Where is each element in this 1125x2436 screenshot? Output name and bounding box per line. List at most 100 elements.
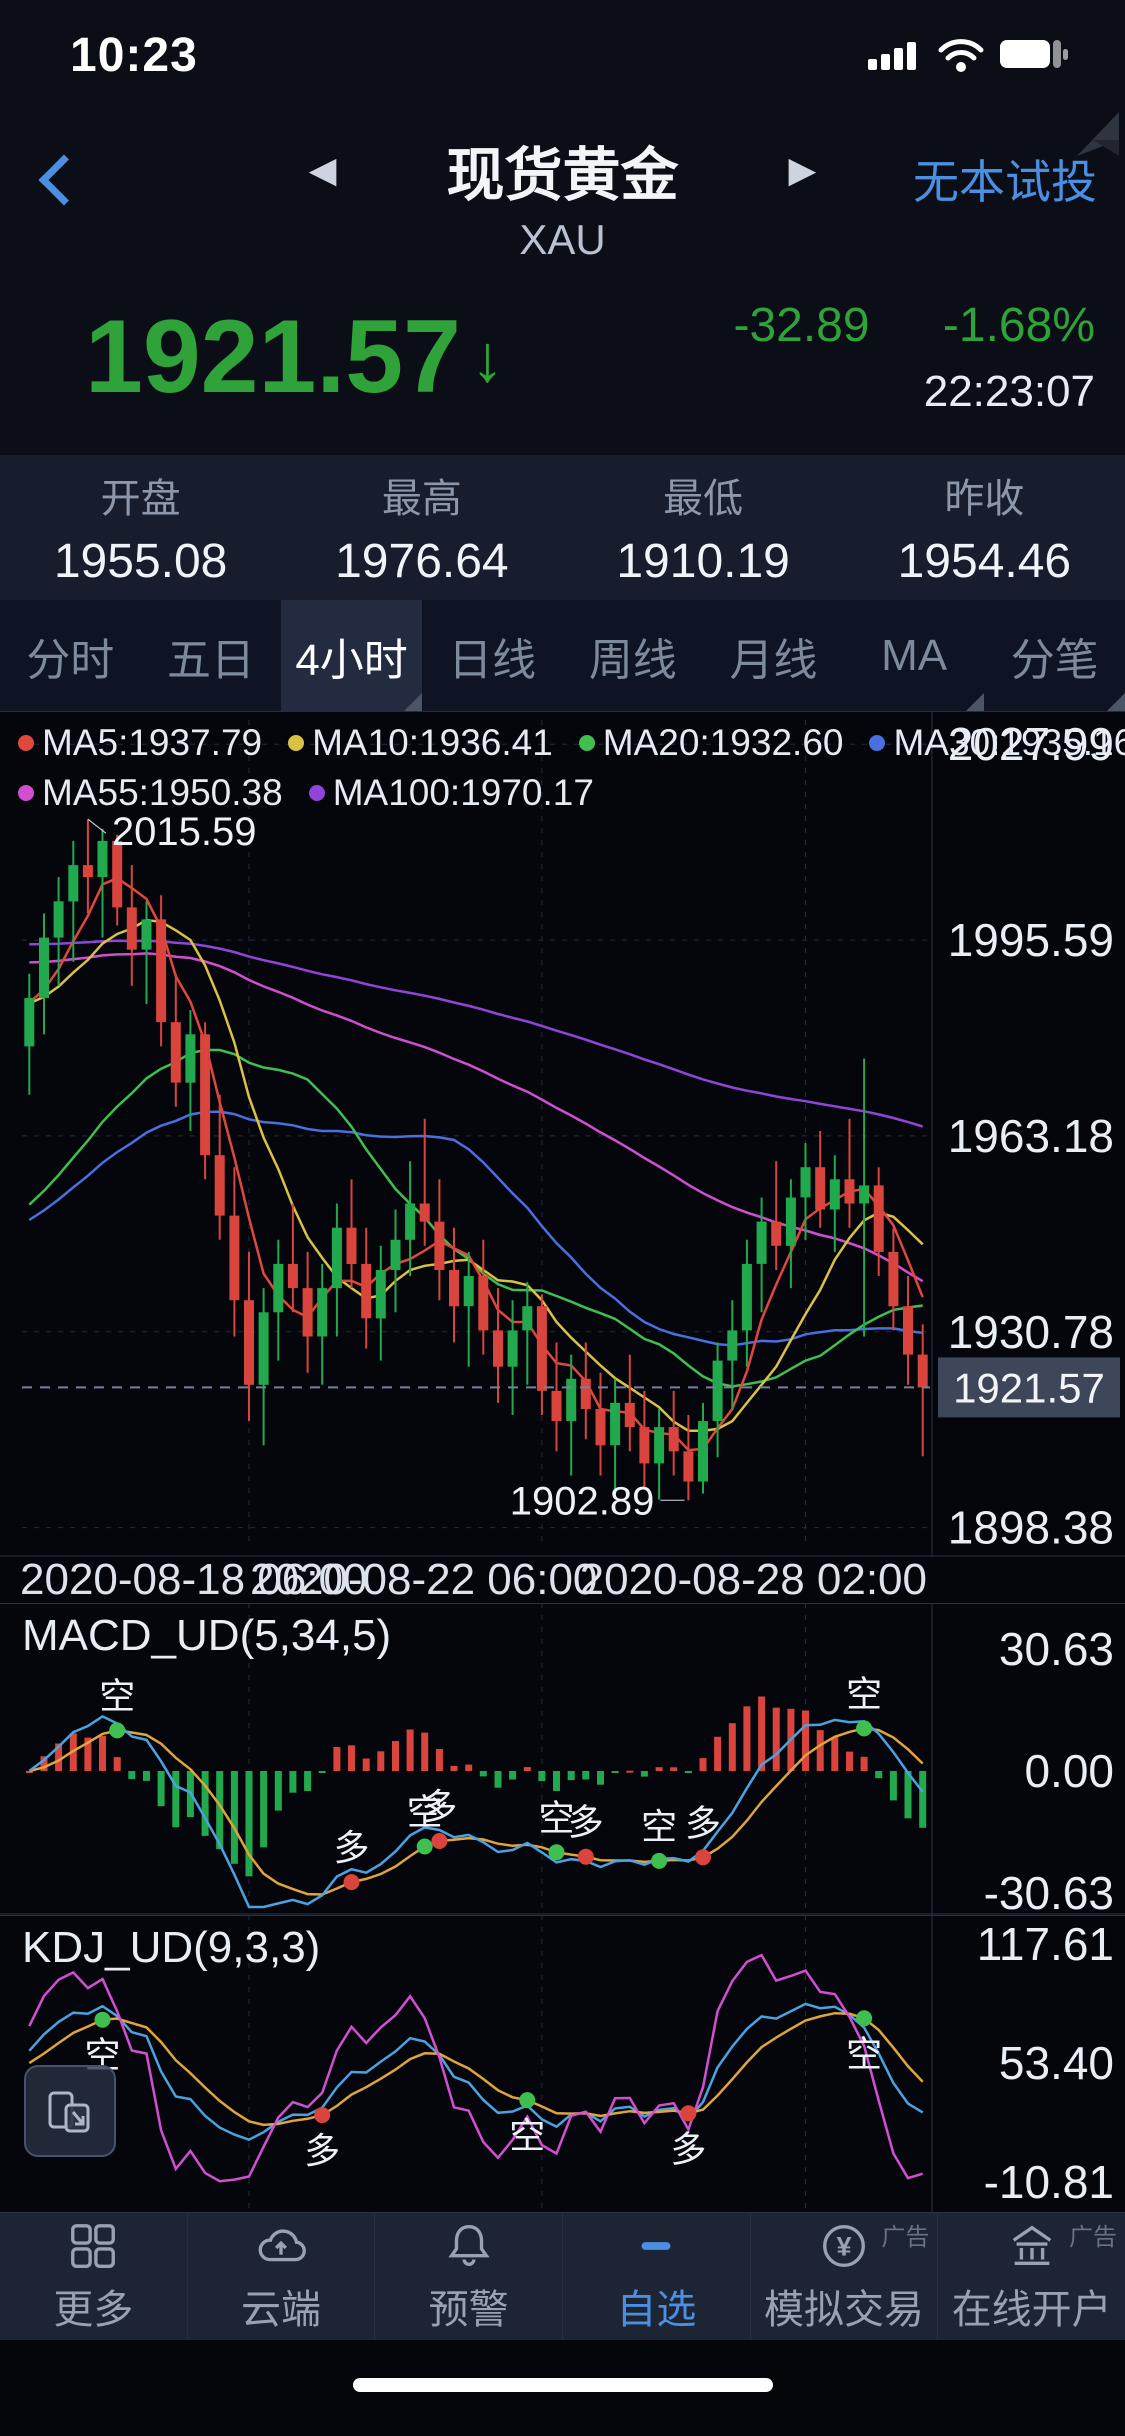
battery-icon [1000, 40, 1068, 68]
dash-icon [641, 2241, 671, 2250]
stats-row: 开盘 1955.08 最高 1976.64 最低 1910.19 昨收 1954… [0, 455, 1125, 600]
dif-line [28, 1714, 924, 1909]
wifi-icon [938, 39, 984, 72]
price-section: 1921.57 ↓ -32.89 -1.68% 22:23:07 [0, 260, 1125, 455]
back-chevron-icon[interactable] [38, 154, 90, 206]
bank-icon [1012, 2225, 1051, 2265]
x-label-1: 2020-08-18 06:00 [20, 1555, 368, 1604]
macd-histogram [25, 1696, 927, 1877]
header: ◀ 现货黄金 ▶ XAU 无本试投 [0, 110, 1125, 263]
svg-text:空: 空 [846, 1673, 882, 1714]
svg-text:1963.18: 1963.18 [948, 1110, 1114, 1162]
bottom-nav: 更多 云端 预警 自选 广告 ¥ 模拟交易 广告 [0, 2212, 1125, 2340]
svg-text:多: 多 [421, 1786, 457, 1827]
kdj-panel[interactable]: 117.61 53.40 -10.81 空多空多空 KDJ_UD(9,3,3) [0, 1915, 1125, 2212]
ma-lines [28, 876, 924, 1452]
panel-layout-button[interactable] [24, 2065, 116, 2157]
svg-text:空: 空 [509, 2115, 545, 2156]
svg-text:空: 空 [99, 1675, 135, 1716]
svg-text:多: 多 [568, 1802, 604, 1843]
k-line [28, 2002, 924, 2142]
svg-text:30.63: 30.63 [999, 1623, 1114, 1675]
x-label-2: 2020-08-22 06:00 [250, 1555, 598, 1604]
tab-4hour[interactable]: 4小时 [281, 600, 422, 711]
d-line [28, 2011, 924, 2127]
svg-text:0.00: 0.00 [1024, 1745, 1114, 1797]
quote-time: 22:23:07 [923, 367, 1095, 416]
home-indicator[interactable] [352, 2378, 773, 2392]
tab-5day[interactable]: 五日 [166, 635, 255, 685]
kdj-chart[interactable]: 117.6153.40-10.81空多空多空 [0, 1915, 1125, 2212]
status-time: 10:23 [70, 28, 198, 82]
nav-alert[interactable]: 预警 [374, 2213, 562, 2340]
nav-watchlist[interactable]: 自选 [562, 2213, 750, 2340]
promo-link[interactable]: 无本试投 [913, 156, 1097, 208]
status-bar: 10:23 [0, 0, 1125, 110]
next-instrument-icon[interactable]: ▶ [788, 149, 817, 190]
tab-monthly[interactable]: 月线 [729, 635, 818, 685]
nav-more[interactable]: 更多 [0, 2213, 187, 2340]
nav-cloud[interactable]: 云端 [186, 2213, 375, 2340]
svg-text:1921.57: 1921.57 [953, 1364, 1105, 1411]
corner-watermark-icon [1077, 112, 1119, 156]
stat-high: 最高 1976.64 [335, 477, 509, 588]
nav-demo-trading[interactable]: 广告 ¥ 模拟交易 [749, 2213, 938, 2340]
svg-text:多: 多 [304, 2130, 340, 2171]
price-down-arrow-icon: ↓ [470, 320, 504, 395]
candles [24, 819, 928, 1501]
tab-daily[interactable]: 日线 [448, 635, 537, 685]
tab-weekly[interactable]: 周线 [588, 635, 677, 685]
main-chart-area[interactable]: 1921.57 2027.99 1995.59 1963.18 1930.78 1898.… [0, 712, 1125, 1557]
svg-text:1902.89: 1902.89 [510, 1479, 655, 1523]
j-line [28, 1953, 924, 2183]
tab-minute[interactable]: 分时 [26, 635, 115, 685]
price-change: -32.89 [733, 299, 870, 352]
tab-ma[interactable]: MA [844, 600, 985, 711]
x-label-3: 2020-08-28 02:00 [579, 1555, 927, 1604]
price-change-percent: -1.68% [942, 299, 1095, 352]
svg-text:¥: ¥ [837, 2231, 852, 2261]
dropdown-corner-icon [1107, 693, 1125, 711]
svg-text:多: 多 [685, 1802, 721, 1843]
svg-text:空: 空 [641, 1806, 677, 1847]
svg-text:117.61: 117.61 [977, 1918, 1114, 1970]
macd-panel[interactable]: 30.63 0.00 -30.63 空多空多空多空多空 MACD_UD(5,34,5) [0, 1603, 1125, 1915]
ad-badge: 广告 [1069, 2224, 1118, 2251]
svg-text:空: 空 [538, 1797, 574, 1838]
macd-label: MACD_UD(5,34,5) [22, 1611, 392, 1660]
cloud-icon [258, 2228, 306, 2261]
svg-text:1898.38: 1898.38 [948, 1502, 1114, 1554]
macd-chart[interactable]: 30.630.00-30.63空多空多 空多空多空 [0, 1603, 1125, 1915]
cellular-signal-icon [868, 42, 916, 70]
svg-text:1995.59: 1995.59 [948, 914, 1114, 966]
svg-text:空: 空 [846, 2033, 882, 2074]
bell-icon [448, 2224, 490, 2266]
svg-text:2027.99: 2027.99 [948, 718, 1114, 770]
dropdown-corner-icon [966, 693, 985, 711]
dropdown-corner-icon [403, 693, 422, 711]
svg-text:空: 空 [407, 1792, 443, 1833]
stat-low: 最低 1910.19 [616, 477, 790, 588]
svg-text:2015.59: 2015.59 [112, 810, 257, 854]
page-title: 现货黄金 [446, 143, 679, 208]
candlestick-chart[interactable]: 1921.57 2027.99 1995.59 1963.18 1930.78 1898.… [0, 712, 1125, 1557]
prev-instrument-icon[interactable]: ◀ [308, 149, 337, 190]
grid [0, 712, 1125, 1557]
svg-text:-10.81: -10.81 [984, 2156, 1114, 2208]
last-price: 1921.57 [85, 299, 461, 415]
grid-icon [71, 2223, 116, 2268]
kdj-label: KDJ_UD(9,3,3) [22, 1923, 321, 1972]
instrument-symbol: XAU [519, 216, 606, 263]
svg-text:-30.63: -30.63 [984, 1867, 1114, 1915]
layout-switch-icon [48, 2091, 90, 2133]
stat-open: 开盘 1955.08 [53, 477, 228, 588]
svg-text:多: 多 [333, 1827, 369, 1868]
svg-text:53.40: 53.40 [999, 2037, 1114, 2089]
yen-circle-icon: ¥ [823, 2224, 865, 2267]
ad-badge: 广告 [881, 2224, 930, 2251]
home-indicator-area [0, 2340, 1125, 2436]
period-tab-bar: 分时 五日 4小时 日线 周线 月线 MA 分笔 [0, 600, 1125, 712]
tab-tick[interactable]: 分笔 [984, 600, 1125, 711]
nav-open-account[interactable]: 广告 在线开户 [937, 2213, 1125, 2340]
x-axis-labels: 2020-08-18 06:00 2020-08-22 06:00 2020-0… [0, 1555, 1125, 1604]
